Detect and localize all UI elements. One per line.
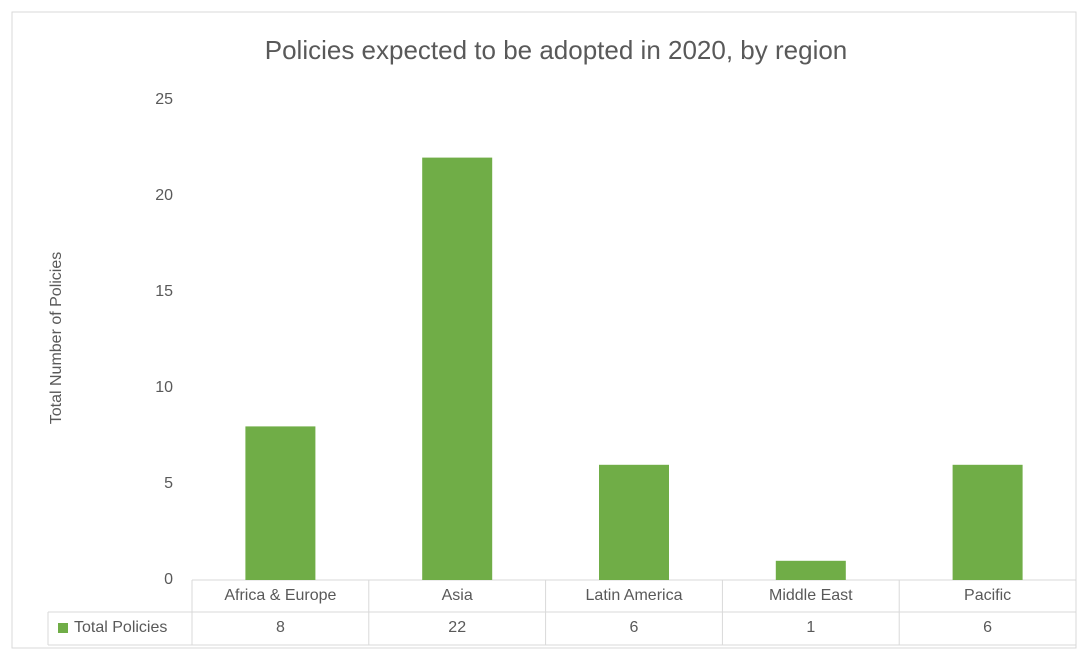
y-tick-label: 20 [155,187,173,204]
y-tick-label: 15 [155,283,173,300]
chart-border [11,11,1077,649]
table-value: 6 [630,619,639,636]
y-tick-label: 0 [164,571,173,588]
x-tick-label: Middle East [769,587,853,604]
bar [422,157,493,580]
y-axis-label: Total Number of Policies [48,252,65,425]
table-value: 8 [276,619,285,636]
y-tick-label: 10 [155,379,173,396]
x-tick-label: Africa & Europe [224,587,336,604]
bar [952,464,1023,580]
x-tick-label: Pacific [964,587,1011,604]
table-value: 1 [806,619,815,636]
x-tick-label: Asia [442,587,473,604]
x-tick-label: Latin America [586,587,683,604]
bar [245,426,316,580]
legend-label: Total Policies [74,619,167,636]
chart-title: Policies expected to be adopted in 2020,… [265,35,848,65]
bar [599,464,669,580]
y-tick-label: 5 [164,475,173,492]
table-value: 22 [448,619,466,636]
legend-swatch [58,623,68,633]
table-value: 6 [983,619,992,636]
y-tick-label: 25 [155,91,173,108]
bar [775,560,846,580]
